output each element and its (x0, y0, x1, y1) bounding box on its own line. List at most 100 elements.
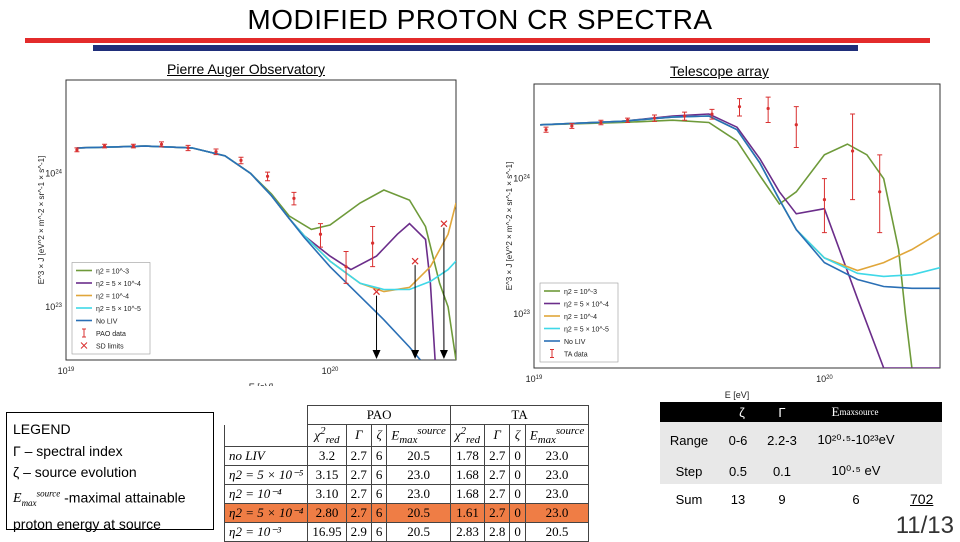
ta-chart: 1019 1020 1024 1023 E [eV] E^3 × J [eV^2 × m^… (505, 83, 941, 400)
sd-limit-marker (411, 257, 419, 265)
data-point (371, 241, 375, 245)
fit-cell: 6 (370, 464, 388, 485)
data-point (131, 144, 135, 148)
y-tick-label: 1024 (513, 174, 530, 184)
legend-entry: η2 = 5 × 10^-4 (564, 302, 609, 309)
data-point (710, 112, 714, 116)
param-row-sum: Sum 13 9 6 (675, 491, 860, 507)
sd-limit-arrowhead (411, 350, 420, 359)
param-row-range: Range 0-6 2.2-3 10²⁰·⁵-10²³eV (660, 422, 942, 458)
legend-entry: η2 = 10^-4 (564, 314, 597, 321)
data-point (159, 142, 164, 146)
fit-table-row: η2 = 10⁻⁴ 3.10 2.7 6 23.0 1.68 2.7 0 23.0 (223, 483, 590, 504)
fit-cell: 1.68 (449, 483, 486, 504)
x-tick-label: 1020 (816, 374, 833, 384)
fit-cell: 3.15 (307, 464, 347, 485)
page-number: 11/13 (895, 512, 954, 539)
fit-cell: 2.8 (484, 521, 511, 542)
fit-table-row: no LIV 3.2 2.7 6 20.5 1.78 2.7 0 23.0 (223, 445, 590, 466)
y-axis-label: E^3 × J [eV^2 × m^-2 × sr^-1 × s^-1] (505, 162, 514, 291)
fit-cell: 23.0 (524, 502, 590, 523)
y-tick-label: 1023 (513, 309, 530, 319)
data-point (766, 106, 770, 111)
fit-cell: 2.7 (484, 502, 511, 523)
col-chi2-pao: χ2red (307, 424, 347, 447)
data-point (570, 124, 574, 128)
fit-cell: 2.7 (345, 464, 372, 485)
col-zeta-ta: ζ (509, 424, 526, 447)
sd-limit-arrowhead (439, 350, 448, 359)
sd-limit-arrowhead (372, 350, 381, 359)
fit-table-row: η2 = 10⁻³ 16.95 2.9 6 20.5 2.83 2.8 0 20.5 (223, 521, 590, 542)
legend-entry: η2 = 5 × 10^-5 (96, 306, 141, 313)
fit-cell: 3.10 (307, 483, 347, 504)
series-line (76, 145, 422, 360)
fit-results-table: PAO TA χ2red Γ ζ Emaxsource χ2red Γ ζ Em… (223, 405, 590, 542)
x-axis-label: E [eV] (249, 382, 274, 386)
y-tick-label: 1024 (45, 168, 62, 178)
plot-frame (533, 83, 941, 369)
fit-row-label: η2 = 5 × 10⁻⁴ (223, 502, 309, 523)
fit-cell: 0 (509, 502, 526, 523)
fit-row-label: η2 = 10⁻³ (223, 521, 309, 542)
legend-frame (539, 282, 619, 363)
fit-table-row: η2 = 5 × 10⁻⁴ 2.80 2.7 6 20.5 1.61 2.7 0 23.0 (223, 502, 590, 523)
legend-emax: Emaxsource -maximal attainable (13, 488, 186, 508)
x-tick-label: 1019 (58, 366, 75, 376)
fit-cell: 23.0 (386, 464, 451, 485)
legend-entry: η2 = 10^-4 (96, 294, 129, 301)
fit-cell: 3.2 (307, 445, 347, 466)
plot-area (74, 141, 456, 360)
data-point (186, 146, 190, 150)
col-emax-pao: Emaxsource (386, 424, 451, 447)
col-gamma-ta: Γ (484, 424, 511, 447)
x-tick-label: 1019 (526, 374, 543, 384)
fit-cell: 20.5 (386, 521, 451, 542)
legend-swatch (80, 342, 88, 349)
legend-entry: No LIV (564, 339, 586, 346)
fit-cell: 0 (509, 464, 526, 485)
slide-title: MODIFIED PROTON CR SPECTRA (247, 4, 713, 35)
legend-entry: η2 = 5 × 10^-5 (564, 327, 609, 334)
data-point (737, 105, 742, 109)
legend-zeta: ζ – source evolution (13, 464, 137, 480)
legend-gamma: Γ – spectral index (13, 442, 123, 459)
title-underline-navy (93, 45, 858, 51)
legend-entry: η2 = 5 × 10^-4 (96, 281, 141, 288)
param-header-gamma: Γ (778, 404, 786, 420)
fit-cell: 23.0 (524, 464, 590, 485)
data-point (318, 232, 323, 236)
data-point (265, 174, 270, 178)
data-point (102, 144, 107, 148)
pao-chart: 1019 1020 1024 1023 E [eV] E^3 × J [eV^2 × m^… (37, 79, 457, 386)
pao-chart-title: Pierre Auger Observatory (167, 61, 325, 77)
data-point (239, 158, 243, 162)
legend-box: LEGEND Γ – spectral index ζ – source evo… (6, 412, 214, 532)
col-emax-ta: Emaxsource (524, 424, 590, 447)
group-header-ta: TA (449, 405, 590, 425)
data-point (878, 190, 882, 194)
series-line (540, 113, 940, 368)
fit-cell: 6 (370, 502, 388, 523)
legend-proton-energy: proton energy at source (13, 516, 161, 533)
fit-row-label: η2 = 5 × 10⁻⁵ (223, 464, 309, 485)
fit-cell: 2.7 (345, 502, 372, 523)
data-error-bar (370, 225, 376, 268)
fit-cell: 1.78 (449, 445, 486, 466)
series-line (540, 115, 940, 290)
fit-cell: 0 (509, 483, 526, 504)
fit-cell: 2.9 (345, 521, 372, 542)
ta-chart-title: Telescope array (670, 63, 769, 79)
data-point (794, 123, 798, 127)
data-point (599, 120, 603, 125)
fit-cell: 6 (370, 521, 388, 542)
data-point (344, 265, 348, 269)
data-error-bar (850, 113, 856, 201)
fit-cell: 20.5 (386, 502, 451, 523)
fit-cell: 0 (509, 521, 526, 542)
legend-entry: η2 = 10^-3 (96, 269, 129, 276)
fit-table-row: η2 = 5 × 10⁻⁵ 3.15 2.7 6 23.0 1.68 2.7 0 23.0 (223, 464, 590, 485)
